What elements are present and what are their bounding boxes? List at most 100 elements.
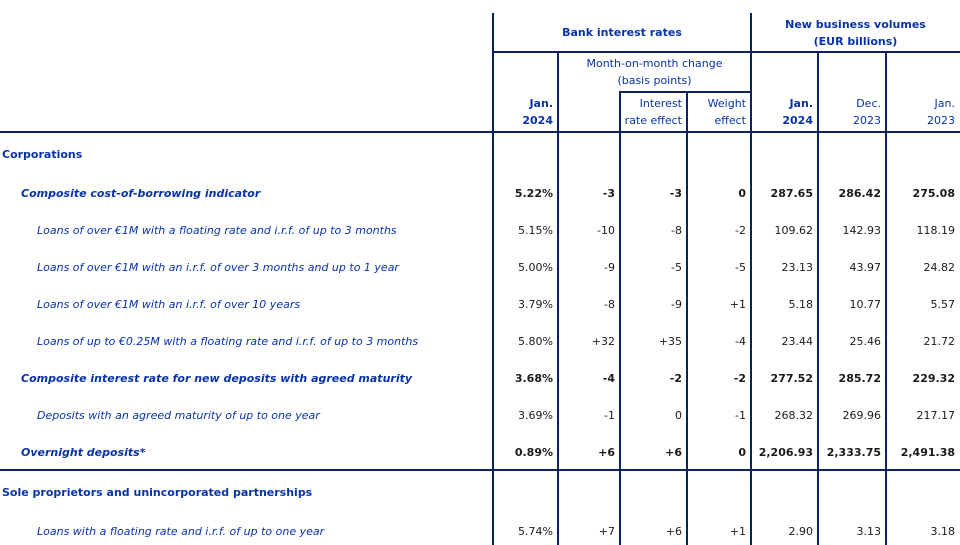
value-cell: 118.19: [916, 224, 956, 237]
table-row: Loans of over €1M with an i.r.f. of over…: [0, 286, 960, 323]
column-header-rate-jan-2024: Jan. 2024: [493, 92, 558, 131]
value-cell: -9: [671, 298, 682, 311]
column-border-mom: [557, 52, 559, 545]
value-cell: 0: [675, 409, 682, 422]
value-cell: 3.69%: [518, 409, 553, 422]
value-cell: +6: [665, 525, 682, 538]
column-header-volume-jan-2023: Jan. 2023: [886, 92, 960, 131]
value-cell: +6: [598, 446, 615, 459]
value-cell: 0: [738, 187, 746, 200]
value-cell: 10.77: [849, 298, 882, 311]
value-cell: 24.82: [923, 261, 956, 274]
value-cell: -8: [671, 224, 682, 237]
value-cell: +1: [729, 525, 746, 538]
column-border-interest-effect: [619, 92, 621, 545]
vol-col1-year: 2024: [782, 113, 813, 127]
value-cell: -3: [669, 187, 682, 200]
row-label: Loans of over €1M with an i.r.f. of over…: [37, 261, 399, 274]
column-border-dec-2023: [817, 52, 819, 545]
value-cell: -9: [604, 261, 615, 274]
value-cell: +35: [658, 335, 682, 348]
new-business-volumes-line1: New business volumes: [785, 17, 926, 31]
mom-change-line1: Month-on-month change: [586, 57, 723, 70]
value-cell: -8: [604, 298, 615, 311]
column-border-rate: [492, 13, 494, 545]
table-row: Deposits with an agreed maturity of up t…: [0, 397, 960, 434]
value-cell: 5.00%: [518, 261, 553, 274]
bank-interest-rates-header: Bank interest rates: [493, 13, 751, 52]
new-business-volumes-header: New business volumes (EUR billions): [751, 13, 960, 52]
weight-effect-line2: effect: [714, 113, 746, 127]
value-cell: 285.72: [838, 372, 881, 385]
value-cell: -10: [597, 224, 615, 237]
value-cell: -2: [735, 224, 746, 237]
value-cell: 269.96: [842, 409, 882, 422]
table-body: Corporations Composite cost-of-borrowing …: [0, 133, 960, 545]
table-row: Overnight deposits* 0.89% +6 +6 0 2,206.93 2,3…: [0, 434, 960, 471]
value-cell: 3.18: [930, 525, 956, 538]
value-cell: 2,206.93: [758, 446, 813, 459]
value-cell: +7: [598, 525, 615, 538]
value-cell: -1: [604, 409, 615, 422]
table-row: Loans of up to €0.25M with a floating ra…: [0, 323, 960, 360]
row-label: Composite interest rate for new deposits…: [21, 372, 413, 385]
value-cell: 0: [738, 446, 746, 459]
vol-col2-month: Dec.: [856, 96, 881, 110]
table-row: Loans of over €1M with an i.r.f. of over…: [0, 249, 960, 286]
table-row: Loans with a floating rate and i.r.f. of…: [0, 513, 960, 545]
value-cell: -5: [671, 261, 682, 274]
value-cell: 3.79%: [518, 298, 553, 311]
value-cell: 277.52: [770, 372, 813, 385]
value-cell: 25.46: [849, 335, 882, 348]
row-label: Loans of over €1M with a floating rate a…: [37, 224, 397, 237]
value-cell: -4: [735, 335, 746, 348]
value-cell: -3: [602, 187, 615, 200]
value-cell: 3.13: [856, 525, 882, 538]
row-label: Loans of over €1M with an i.r.f. of over…: [37, 298, 301, 311]
value-cell: +32: [591, 335, 615, 348]
value-cell: 275.08: [912, 187, 955, 200]
row-label: Sole proprietors and unincorporated part…: [2, 485, 313, 499]
header-divider-line: [492, 51, 960, 53]
value-cell: -5: [735, 261, 746, 274]
column-header-interest-rate-effect: Interest rate effect: [620, 92, 687, 131]
new-business-volumes-line2: (EUR billions): [813, 34, 898, 48]
mom-change-line2: (basis points): [617, 74, 692, 87]
row-label: Composite cost-of-borrowing indicator: [21, 187, 261, 200]
value-cell: 286.42: [838, 187, 881, 200]
row-label: Deposits with an agreed maturity of up t…: [37, 409, 320, 422]
value-cell: 5.80%: [518, 335, 553, 348]
bank-interest-rates-label: Bank interest rates: [562, 26, 682, 39]
column-header-weight-effect: Weight effect: [687, 92, 751, 131]
table-row: Corporations: [0, 133, 960, 175]
rate-col-year: 2024: [522, 113, 553, 127]
value-cell: 23.44: [781, 335, 814, 348]
value-cell: 5.57: [930, 298, 956, 311]
value-cell: -4: [602, 372, 615, 385]
value-cell: +6: [665, 446, 682, 459]
row-label: Corporations: [2, 147, 83, 161]
interest-effect-line2: rate effect: [624, 113, 682, 127]
value-cell: 268.32: [774, 409, 814, 422]
table-row: Composite interest rate for new deposits…: [0, 360, 960, 397]
table-row: Loans of over €1M with a floating rate a…: [0, 212, 960, 249]
value-cell: +1: [729, 298, 746, 311]
value-cell: 43.97: [849, 261, 882, 274]
weight-effect-line1: Weight: [707, 96, 746, 110]
value-cell: 5.74%: [518, 525, 553, 538]
value-cell: 217.17: [916, 409, 956, 422]
column-border-weight-effect: [686, 92, 688, 545]
column-header-volume-jan-2024: Jan. 2024: [751, 92, 818, 131]
interest-effect-line1: Interest: [639, 96, 682, 110]
row-label: Overnight deposits*: [21, 446, 146, 459]
value-cell: 5.15%: [518, 224, 553, 237]
vol-col2-year: 2023: [853, 113, 881, 127]
value-cell: -2: [733, 372, 746, 385]
value-cell: 3.68%: [514, 372, 553, 385]
value-cell: 287.65: [770, 187, 813, 200]
value-cell: 2,333.75: [826, 446, 881, 459]
value-cell: -1: [735, 409, 746, 422]
column-header-volume-dec-2023: Dec. 2023: [818, 92, 886, 131]
value-cell: -2: [669, 372, 682, 385]
